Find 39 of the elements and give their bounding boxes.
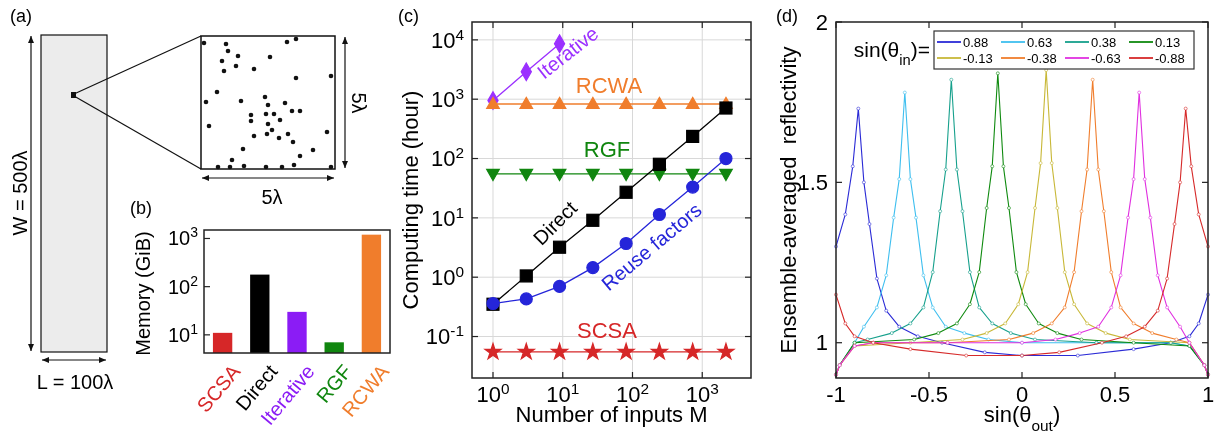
- legend-label: -0.38: [1027, 50, 1057, 66]
- x-tick-label: -0.5: [910, 382, 948, 407]
- x-tick-label: 1: [1201, 382, 1215, 407]
- series-label: RGF: [583, 137, 631, 162]
- text: 5λ: [261, 186, 283, 208]
- legend-label: -0.63: [1091, 50, 1121, 66]
- x-tick-label: 10$^{0}$: [476, 379, 510, 407]
- legend-label: -0.13: [963, 50, 993, 66]
- y-tick-label: 1: [815, 330, 828, 356]
- y-axis-title: Computing time (hour): [398, 90, 423, 310]
- series-label: RCWA: [575, 73, 643, 98]
- x-tick-label: -1: [826, 382, 846, 407]
- y-tick-label: 10$^{4}$: [430, 25, 465, 53]
- text: 5λ: [348, 92, 370, 114]
- legend-label: 0.38: [1091, 34, 1117, 50]
- chart-title: (d): [776, 6, 798, 26]
- y-tick-label: 10$^{1}$: [430, 203, 464, 231]
- y-tick-label: 10$^{1}$: [167, 320, 199, 346]
- y-tick-label: 10$^{-1}$: [425, 321, 464, 350]
- y-axis-title: Ensemble-averaged reflectivity: [776, 46, 801, 354]
- series-label: SCSA: [577, 318, 638, 343]
- y-tick-label: 10$^{3}$: [167, 224, 199, 250]
- chart-title: (c): [398, 6, 419, 26]
- chart-title: (b): [130, 198, 152, 218]
- x-tick-label: 0.5: [1099, 382, 1131, 407]
- y-tick-label: 2: [815, 9, 828, 35]
- legend-label: 0.63: [1027, 34, 1053, 50]
- legend-label: 0.88: [963, 34, 989, 50]
- y-tick-label: 10$^{0}$: [430, 262, 464, 290]
- y-tick-label: 10$^{2}$: [167, 272, 199, 298]
- text: W = 500λ: [9, 150, 31, 236]
- y-tick-label: 10$^{2}$: [430, 143, 464, 172]
- legend-label: -0.88: [1155, 50, 1185, 66]
- y-tick-label: 10$^{3}$: [430, 84, 464, 112]
- legend-label: 0.13: [1155, 34, 1181, 50]
- text: L = 100λ: [36, 371, 114, 393]
- legend-title: sin(θ$_{in}$)=: [853, 38, 930, 68]
- y-axis-title: Memory (GiB): [132, 231, 154, 356]
- text: (a): [10, 6, 32, 26]
